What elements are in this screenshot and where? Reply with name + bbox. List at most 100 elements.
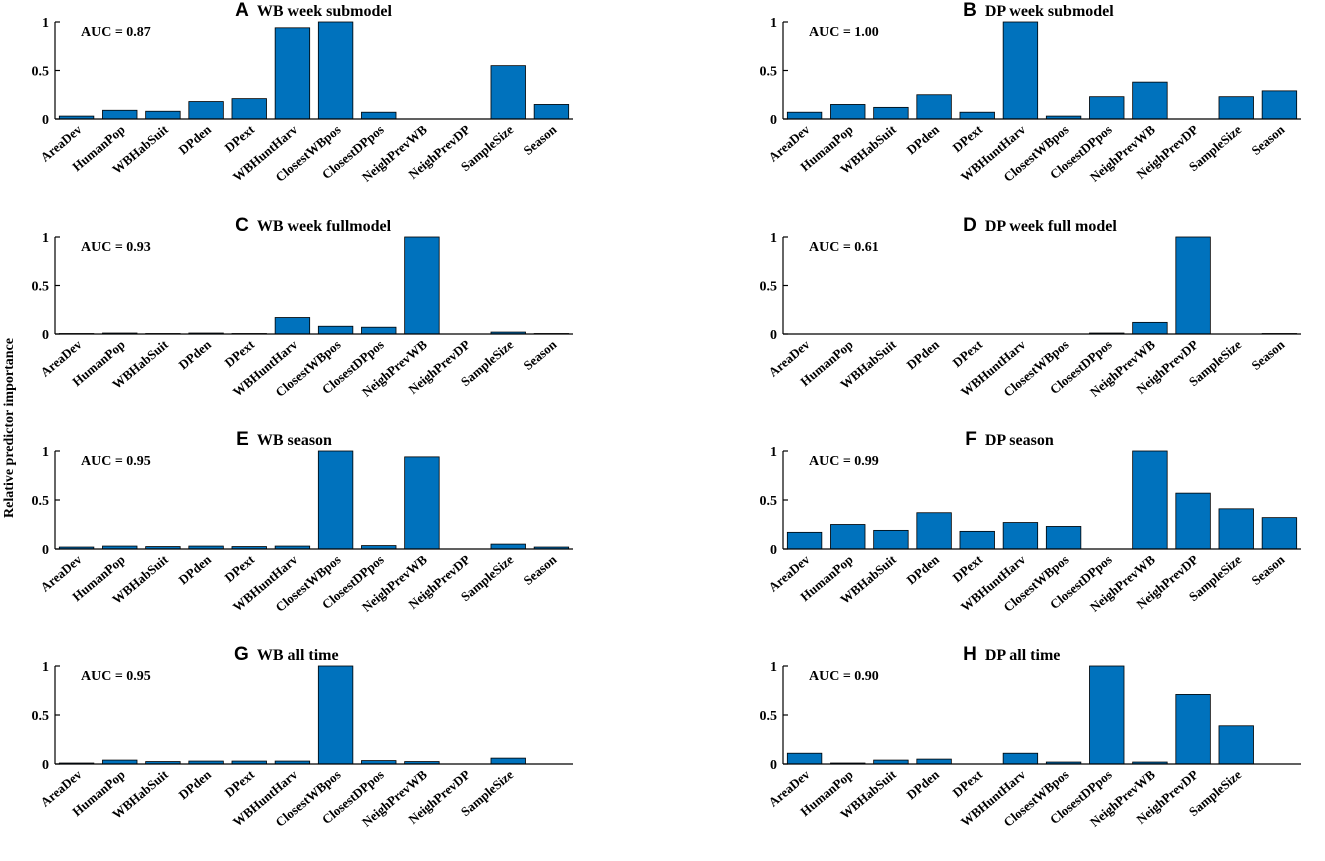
bar-wbhuntharv — [1003, 523, 1038, 549]
y-axis-label: Relative predictor importance — [2, 338, 17, 518]
bar-wbhuntharv — [275, 28, 310, 119]
x-tick-label: DPden — [176, 121, 215, 157]
bar-closestwbpos — [318, 326, 353, 334]
panel-title: WB week fullmodel — [257, 218, 392, 235]
panel-title: WB week submodel — [257, 3, 393, 20]
y-tick-label: 0 — [770, 113, 777, 128]
panel-letter: G — [234, 644, 249, 665]
bar-dpden — [917, 759, 952, 764]
bar-closestwbpos — [318, 451, 353, 549]
x-tick-label: DPden — [904, 121, 943, 157]
y-tick-label: 1 — [42, 445, 49, 460]
y-tick-label: 0 — [42, 543, 49, 558]
auc-annotation: AUC = 0.87 — [81, 25, 151, 40]
bar-season — [534, 104, 569, 119]
y-tick-label: 0.5 — [760, 280, 778, 295]
y-tick-label: 0.5 — [32, 709, 50, 724]
panel-letter: F — [965, 429, 977, 450]
x-tick-label: DPext — [222, 336, 258, 370]
bar-closestdppos — [1089, 666, 1124, 764]
x-tick-label: DPden — [176, 336, 215, 372]
y-tick-label: 0 — [770, 758, 777, 773]
x-tick-label: DPext — [222, 551, 258, 585]
bar-closestwbpos — [318, 666, 353, 764]
bar-season — [1262, 91, 1297, 119]
bar-neighprevdp — [1176, 493, 1211, 549]
y-tick-label: 1 — [770, 16, 777, 31]
bar-samplesize — [491, 758, 526, 764]
x-tick-label: Season — [1248, 551, 1288, 588]
panel-title: DP week submodel — [985, 3, 1114, 20]
y-tick-label: 0.5 — [760, 494, 778, 509]
bar-samplesize — [1219, 726, 1254, 764]
x-tick-label: DPext — [950, 766, 986, 800]
x-tick-label: Season — [520, 336, 560, 373]
x-tick-label: DPext — [950, 336, 986, 370]
x-tick-label: DPext — [222, 121, 258, 155]
bar-closestdppos — [1089, 97, 1124, 119]
panel-title: DP all time — [985, 647, 1061, 664]
bar-humanpop — [830, 525, 865, 550]
x-tick-label: Season — [1248, 336, 1288, 373]
bar-wbhabsuit — [874, 107, 909, 119]
bar-wbhuntharv — [1003, 753, 1038, 764]
y-tick-label: 1 — [770, 660, 777, 675]
y-tick-label: 0.5 — [32, 494, 50, 509]
x-tick-label: DPden — [176, 766, 215, 802]
y-tick-label: 0.5 — [760, 709, 778, 724]
bar-humanpop — [830, 104, 865, 119]
bar-dpden — [917, 95, 952, 119]
bar-areadev — [787, 753, 822, 764]
bar-closestdppos — [361, 327, 396, 334]
bar-samplesize — [1219, 97, 1254, 119]
auc-annotation: AUC = 0.61 — [809, 240, 879, 255]
panel-title: WB season — [257, 432, 332, 449]
bar-neighprevwb — [1133, 82, 1168, 119]
y-tick-label: 0 — [770, 543, 777, 558]
bar-neighprevwb — [405, 237, 440, 334]
y-tick-label: 0 — [42, 113, 49, 128]
bar-wbhuntharv — [1003, 22, 1038, 119]
y-tick-label: 0 — [42, 328, 49, 343]
panel-letter: H — [963, 644, 977, 665]
bar-samplesize — [491, 66, 526, 119]
bar-wbhabsuit — [146, 111, 181, 119]
panel-letter: D — [963, 215, 977, 236]
x-tick-label: DPext — [222, 766, 258, 800]
y-tick-label: 1 — [42, 16, 49, 31]
bar-neighprevwb — [405, 457, 440, 549]
auc-annotation: AUC = 0.99 — [809, 454, 879, 469]
bar-samplesize — [491, 544, 526, 549]
bar-dpext — [960, 112, 995, 119]
panel-letter: A — [235, 0, 249, 21]
panel-letter: E — [236, 429, 249, 450]
panel-title: DP season — [985, 432, 1054, 449]
bar-neighprevdp — [1176, 237, 1211, 334]
bar-dpext — [960, 531, 995, 549]
y-tick-label: 1 — [42, 660, 49, 675]
auc-annotation: AUC = 0.95 — [81, 669, 151, 684]
x-tick-label: Season — [520, 121, 560, 158]
bar-closestwbpos — [1046, 526, 1081, 549]
panel-letter: C — [235, 215, 249, 236]
bar-areadev — [787, 532, 822, 549]
x-tick-label: DPext — [950, 551, 986, 585]
panel-letter: B — [963, 0, 977, 21]
y-tick-label: 0 — [770, 328, 777, 343]
panel-title: WB all time — [257, 647, 339, 664]
y-tick-label: 0.5 — [32, 65, 50, 80]
bar-dpden — [189, 102, 224, 119]
bar-dpext — [232, 99, 267, 119]
panel-title: DP week full model — [985, 218, 1118, 235]
auc-annotation: AUC = 1.00 — [809, 25, 879, 40]
bar-neighprevwb — [1133, 322, 1168, 334]
x-tick-label: DPden — [904, 766, 943, 802]
x-tick-label: Season — [1248, 121, 1288, 158]
bar-season — [1262, 518, 1297, 549]
